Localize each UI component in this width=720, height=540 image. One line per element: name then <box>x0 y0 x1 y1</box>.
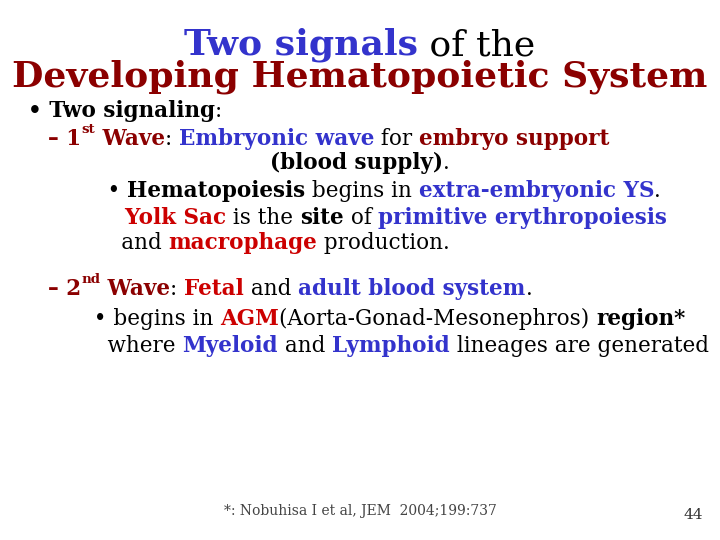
Text: for: for <box>374 128 419 150</box>
Text: .: . <box>526 278 532 300</box>
Text: of: of <box>343 207 379 229</box>
Text: •: • <box>80 180 127 202</box>
Text: (Aorta-Gonad-Mesonephros): (Aorta-Gonad-Mesonephros) <box>279 308 596 330</box>
Text: .: . <box>654 180 661 202</box>
Text: primitive erythropoiesis: primitive erythropoiesis <box>379 207 667 229</box>
Text: and: and <box>244 278 298 300</box>
Text: Myeloid: Myeloid <box>182 335 278 357</box>
Text: .: . <box>443 152 450 174</box>
Text: where: where <box>80 335 182 357</box>
Text: macrophage: macrophage <box>168 232 318 254</box>
Text: Yolk Sac: Yolk Sac <box>80 207 226 229</box>
Text: adult blood system: adult blood system <box>298 278 526 300</box>
Text: *: Nobuhisa I et al, JEM  2004;199:737: *: Nobuhisa I et al, JEM 2004;199:737 <box>224 504 496 518</box>
Text: Two signals: Two signals <box>184 28 418 63</box>
Text: of the: of the <box>418 28 536 62</box>
Text: AGM: AGM <box>220 308 279 330</box>
Text: Lymphoid: Lymphoid <box>332 335 450 357</box>
Text: 44: 44 <box>683 508 703 522</box>
Text: st: st <box>81 123 95 136</box>
Text: Wave: Wave <box>95 128 165 150</box>
Text: – 1: – 1 <box>48 128 81 150</box>
Text: and: and <box>278 335 332 357</box>
Text: (blood supply): (blood supply) <box>270 152 443 174</box>
Text: Hematopoiesis: Hematopoiesis <box>127 180 305 202</box>
Text: – 2: – 2 <box>48 278 81 300</box>
Text: :: : <box>170 278 184 300</box>
Text: embryo support: embryo support <box>419 128 610 150</box>
Text: nd: nd <box>81 273 100 286</box>
Text: Developing Hematopoietic System: Developing Hematopoietic System <box>12 60 708 94</box>
Text: site: site <box>300 207 343 229</box>
Text: • Two signaling: • Two signaling <box>28 100 215 122</box>
Text: extra-embryonic YS: extra-embryonic YS <box>419 180 654 202</box>
Text: begins in: begins in <box>305 180 419 202</box>
Text: and: and <box>80 232 168 254</box>
Text: Wave: Wave <box>100 278 170 300</box>
Text: region*: region* <box>596 308 685 330</box>
Text: lineages are generated: lineages are generated <box>450 335 708 357</box>
Text: production.: production. <box>318 232 450 254</box>
Text: is the: is the <box>226 207 300 229</box>
Text: :: : <box>165 128 179 150</box>
Text: :: : <box>215 100 222 122</box>
Text: • begins in: • begins in <box>80 308 220 330</box>
Text: Fetal: Fetal <box>184 278 244 300</box>
Text: Embryonic wave: Embryonic wave <box>179 128 374 150</box>
